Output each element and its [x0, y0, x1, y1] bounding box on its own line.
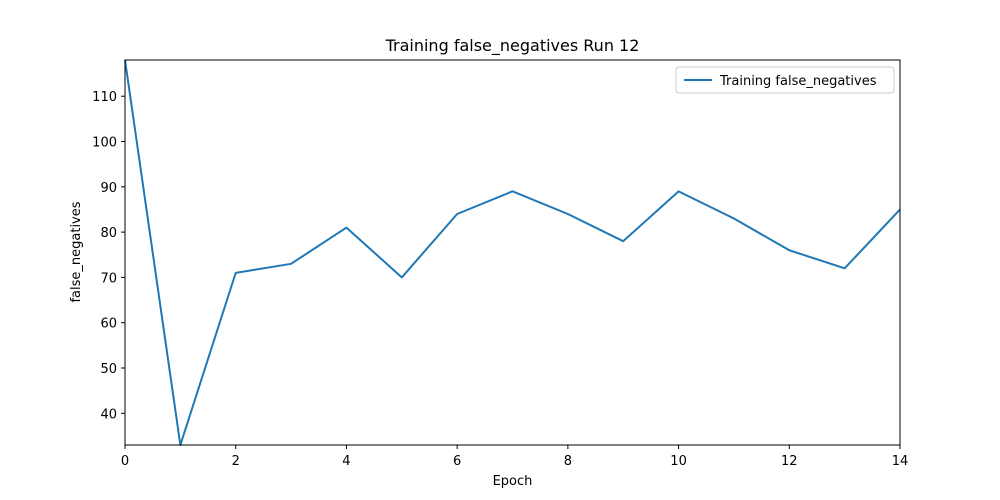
x-tick-label: 14	[892, 454, 909, 469]
series-line	[124, 59, 901, 446]
x-tick-label: 0	[121, 454, 129, 469]
y-tick-label: 50	[100, 362, 117, 377]
legend-box	[675, 66, 895, 94]
plot-frame	[124, 59, 901, 446]
x-tick-label: 10	[670, 454, 687, 469]
x-tick-label: 4	[342, 454, 350, 469]
chart-title: Training false_negatives Run 12	[385, 36, 640, 56]
x-axis-ticks: 0 2 4 6 8 10 12 14	[121, 445, 908, 469]
series-layer	[124, 59, 901, 446]
y-tick-label: 70	[100, 271, 117, 286]
legend-entry-label: Training false_negatives	[719, 74, 877, 89]
x-tick-label: 6	[453, 454, 461, 469]
x-axis-label: Epoch	[493, 474, 533, 489]
y-tick-label: 90	[100, 181, 117, 196]
y-axis-label: false_negatives	[69, 201, 84, 302]
x-tick-label: 8	[564, 454, 572, 469]
legend: Training false_negatives	[675, 66, 895, 94]
y-tick-label: 40	[100, 407, 117, 422]
x-tick-label: 12	[781, 454, 798, 469]
y-tick-label: 100	[92, 136, 117, 151]
y-tick-label: 80	[100, 226, 117, 241]
x-tick-label: 2	[232, 454, 240, 469]
y-tick-label: 60	[100, 317, 117, 332]
y-axis-ticks: 40 50 60 70 80 90 100 110	[92, 90, 125, 422]
y-tick-label: 110	[92, 90, 117, 105]
